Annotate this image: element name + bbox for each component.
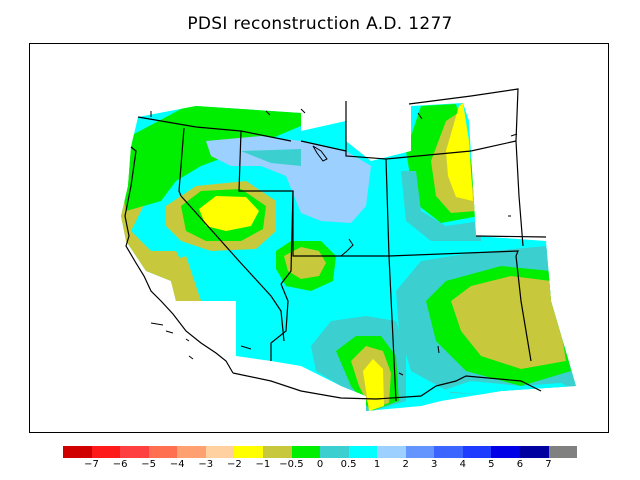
legend-label: 5 [488, 459, 495, 470]
legend-swatch [205, 446, 235, 458]
pdsi-region-yellow-north [199, 196, 259, 231]
legend-label: −2 [226, 459, 242, 470]
legend-swatch [462, 446, 492, 458]
legend-label: −5 [141, 459, 157, 470]
legend-swatch [120, 446, 149, 458]
boundary-montana-south [300, 140, 347, 152]
color-legend [63, 446, 578, 458]
legend-swatch [320, 446, 349, 458]
legend-swatch [434, 446, 463, 458]
map-frame [29, 43, 609, 433]
legend-swatch [234, 446, 263, 458]
boundary-dakotas [408, 88, 524, 247]
legend-swatch [377, 446, 406, 458]
legend-label: −4 [169, 459, 185, 470]
pdsi-region-yellow-south [363, 359, 384, 411]
legend-swatch [491, 446, 520, 458]
legend-swatch [520, 446, 549, 458]
pdsi-region-olive-sw [171, 256, 201, 301]
boundary-sd-ne [470, 140, 517, 152]
legend-swatch [262, 446, 292, 458]
legend-swatch [63, 446, 92, 458]
legend-swatch [405, 446, 435, 458]
legend-label: 4 [459, 459, 466, 470]
legend-swatch [177, 446, 206, 458]
lakes-islands [150, 108, 518, 376]
pdsi-map [121, 88, 576, 411]
boundary-ne-ks [475, 235, 547, 238]
channel-islands [150, 322, 190, 342]
pdsi-region-blue-north [206, 136, 371, 223]
lake-small-1 [340, 238, 354, 257]
legend-label: 3 [431, 459, 438, 470]
legend-swatch [548, 446, 578, 458]
coastline-west [124, 146, 234, 374]
lake-west-1 [150, 108, 306, 117]
lake-ne-1 [417, 112, 518, 217]
legend-label: −7 [84, 459, 99, 470]
legend-swatch [91, 446, 121, 458]
legend-label: −1 [255, 459, 271, 470]
state-boundaries [124, 88, 547, 402]
legend-label: 2 [402, 459, 409, 470]
legend-label: −3 [198, 459, 214, 470]
boundary-nevada-ca [180, 195, 285, 342]
boundary-colorado [388, 250, 519, 257]
pdsi-region-teal-north [241, 149, 301, 166]
boundary-oregon-north [137, 116, 292, 142]
pdsi-region-teal-ne [401, 171, 481, 241]
great-salt-lake [312, 145, 328, 162]
pdsi-region-olive-east [451, 276, 566, 369]
legend-swatch [148, 446, 178, 458]
boundary-wyoming [345, 101, 472, 160]
lake-south-1 [398, 345, 440, 376]
legend-label: 6 [516, 459, 524, 470]
legend-label: 0.5 [340, 459, 357, 470]
legend-swatch [291, 446, 321, 458]
legend-label: 1 [373, 459, 381, 470]
boundary-idaho-west [178, 127, 185, 197]
legend-label: 0 [316, 459, 324, 470]
boundary-mexico [232, 372, 437, 400]
legend-label: −6 [112, 459, 128, 470]
boundary-nm-tx [435, 375, 542, 392]
legend-label: 7 [545, 459, 552, 470]
legend-label: −0.5 [279, 459, 304, 470]
legend-swatch [348, 446, 378, 458]
boundary-nm-east [515, 255, 532, 362]
map-title: PDSI reconstruction A.D. 1277 [187, 14, 453, 34]
pdsi-region-olive-basin [284, 247, 326, 279]
boundary-arizona-nm [388, 255, 397, 402]
color-legend-labels: −7 −6 −5 −4 −3 −2 −1 −0.5 0 0.5 1 2 3 4 5 6 7 [63, 459, 577, 473]
boundary-az-west [270, 283, 289, 361]
island-south-1 [188, 345, 252, 360]
